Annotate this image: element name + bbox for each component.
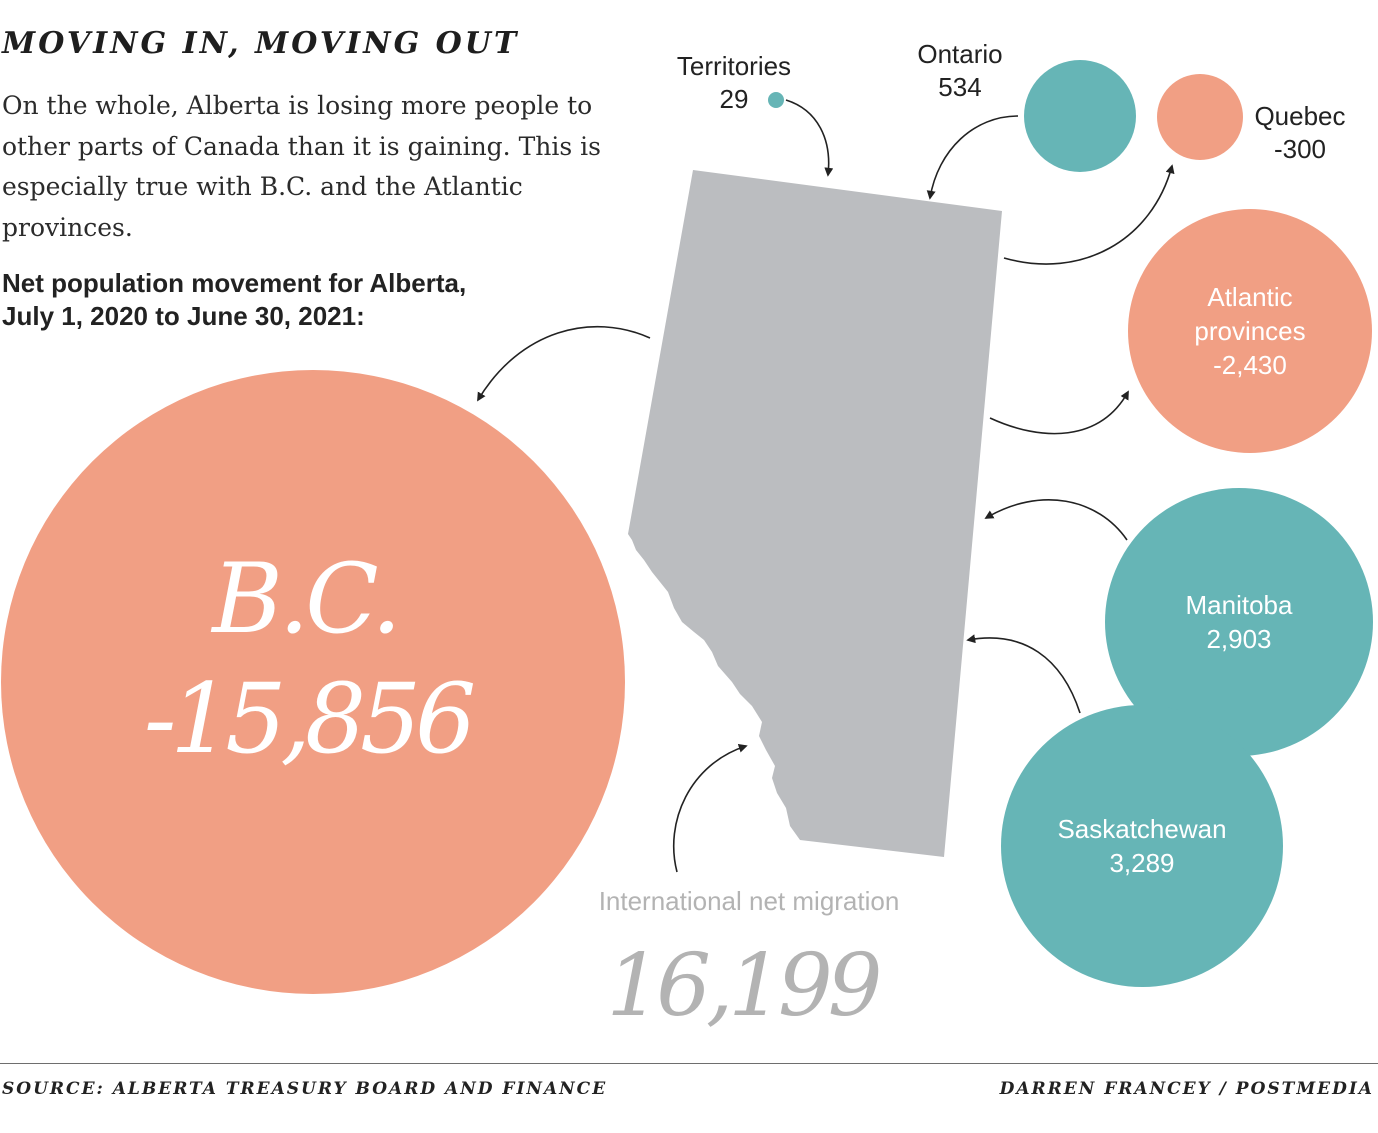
arrow-atlantic (989, 390, 1129, 435)
arrow-bc (477, 325, 651, 402)
bubble-value-ontario: 534 (938, 72, 981, 102)
page-title: MOVING IN, MOVING OUT (2, 26, 520, 61)
bubble-value-territories: 29 (720, 84, 749, 114)
bubble-saskatchewan (1001, 705, 1283, 987)
bubble-label-territories: Territories (677, 51, 791, 81)
international-value: 16,199 (607, 936, 881, 1036)
bubble-quebec (1157, 74, 1243, 160)
subtitle-line-1: Net population movement for Alberta, (2, 268, 467, 298)
arrow-territories (785, 99, 834, 177)
alberta-map (628, 170, 1002, 857)
bubble-value-bc: -15,856 (144, 663, 473, 775)
bubble-territories (768, 92, 784, 108)
credit-note: DARREN FRANCEY / POSTMEDIA (999, 1079, 1374, 1099)
arrow-quebec (1003, 164, 1175, 265)
chart-subtitle: Net population movement for Alberta, July… (2, 267, 522, 333)
bubble-label-quebec: Quebec (1254, 101, 1345, 131)
bubble-label-bc: B.C. (210, 543, 398, 655)
arrow-international (672, 743, 748, 873)
source-note: SOURCE: ALBERTA TREASURY BOARD AND FINAN… (2, 1079, 608, 1099)
bubble-label-atlantic: Atlantic (1207, 282, 1292, 312)
footer-rule (0, 1063, 1378, 1064)
intro-text: On the whole, Alberta is losing more peo… (2, 91, 601, 242)
bubble-value-atlantic: -2,430 (1213, 350, 1287, 380)
arrow-saskatchewan (966, 634, 1081, 714)
bubble-label-saskatchewan: Saskatchewan (1057, 814, 1226, 844)
arrow-ontario (926, 115, 1019, 200)
arrows (477, 99, 1175, 873)
bubble-value-manitoba: 2,903 (1206, 624, 1271, 654)
bubble-label-atlantic: provinces (1194, 316, 1305, 346)
bubble-value-quebec: -300 (1274, 134, 1326, 164)
bubble-manitoba (1105, 488, 1373, 756)
subtitle-line-2: July 1, 2020 to June 30, 2021: (2, 301, 365, 331)
bubble-value-saskatchewan: 3,289 (1109, 848, 1174, 878)
bubble-bc (1, 370, 625, 994)
bubble-label-manitoba: Manitoba (1186, 590, 1293, 620)
bubble-atlantic (1128, 209, 1372, 453)
bubble-label-ontario: Ontario (917, 39, 1002, 69)
bubble-ontario (1024, 60, 1136, 172)
arrow-manitoba (984, 499, 1128, 541)
international-label: International net migration (599, 886, 900, 916)
